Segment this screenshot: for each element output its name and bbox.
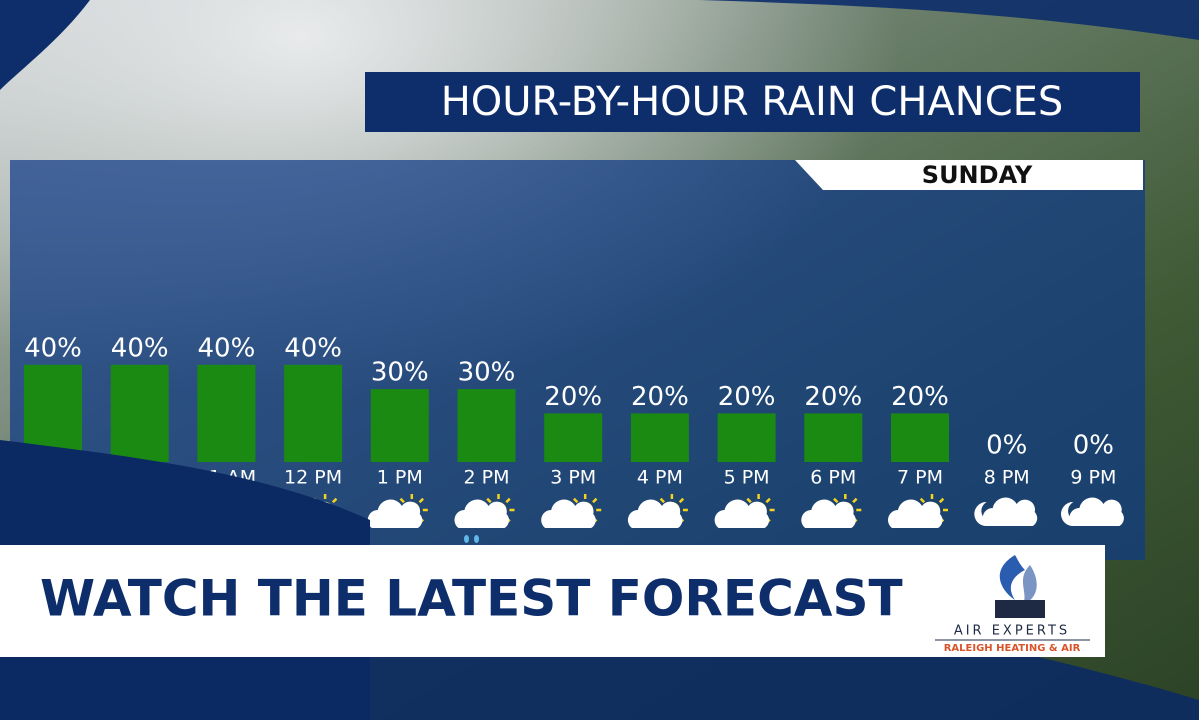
banner bbox=[0, 545, 1105, 657]
sun-ray bbox=[746, 497, 752, 504]
bar bbox=[457, 389, 516, 462]
x-tick-label: 4 PM bbox=[637, 467, 683, 489]
sun-ray bbox=[331, 497, 338, 504]
sun-ray bbox=[486, 497, 492, 504]
x-tick-label: 1 PM bbox=[377, 467, 423, 489]
sun-ray bbox=[659, 497, 666, 504]
x-tick-label: 12 PM bbox=[284, 467, 342, 489]
moon-icon bbox=[974, 501, 997, 526]
cloud-icon bbox=[541, 499, 596, 528]
sun-ray bbox=[938, 497, 945, 504]
sun-ray bbox=[852, 497, 858, 504]
cloud-icon bbox=[982, 497, 1038, 526]
title-box bbox=[365, 72, 1140, 132]
cloud-icon bbox=[367, 499, 423, 528]
sun-ray bbox=[919, 497, 926, 504]
x-tick-label: 7 PM bbox=[897, 467, 943, 489]
bar bbox=[630, 413, 689, 462]
logo-base bbox=[995, 600, 1045, 618]
banner-text: WATCH THE LATEST FORECAST bbox=[40, 570, 903, 628]
value-label: 20% bbox=[718, 382, 776, 412]
top-wave bbox=[700, 0, 1199, 40]
cloud-icon bbox=[888, 499, 943, 528]
bar bbox=[370, 389, 429, 462]
value-label: 20% bbox=[804, 382, 862, 412]
bar bbox=[804, 413, 863, 462]
day-box bbox=[795, 160, 1143, 190]
cloud-icon bbox=[801, 499, 856, 528]
x-tick-label: 3 PM bbox=[550, 467, 596, 489]
bar bbox=[717, 413, 776, 462]
bar bbox=[110, 364, 169, 462]
logo: AIR EXPERTS RALEIGH HEATING & AIR bbox=[935, 555, 1090, 654]
x-tick-label: 2 PM bbox=[464, 467, 510, 489]
value-label: 30% bbox=[371, 358, 429, 388]
sun-ray bbox=[573, 497, 579, 504]
value-label: 40% bbox=[24, 333, 82, 363]
cloud-icon bbox=[627, 499, 683, 528]
sun-ray bbox=[765, 497, 771, 504]
moon-icon bbox=[1061, 501, 1084, 526]
logo-name: AIR EXPERTS bbox=[954, 624, 1070, 639]
sun-ray bbox=[399, 497, 405, 504]
value-label: 20% bbox=[544, 382, 602, 412]
logo-flame bbox=[999, 555, 1025, 600]
x-tick-label: 9 PM bbox=[1070, 467, 1116, 489]
chart-title: HOUR-BY-HOUR RAIN CHANCES bbox=[441, 79, 1064, 125]
cloud-icon bbox=[1069, 497, 1124, 526]
sun-ray bbox=[592, 497, 598, 504]
cloud-icon bbox=[454, 499, 509, 528]
sun-ray bbox=[833, 497, 839, 504]
day-label: SUNDAY bbox=[922, 161, 1033, 189]
bar bbox=[891, 413, 949, 462]
sun-ray bbox=[678, 497, 685, 504]
value-label: 40% bbox=[198, 333, 256, 363]
value-label: 30% bbox=[458, 358, 516, 388]
bar bbox=[284, 364, 343, 462]
bar bbox=[197, 364, 256, 462]
x-tick-label: 8 PM bbox=[984, 467, 1030, 489]
sun-ray bbox=[505, 497, 511, 504]
value-label: 40% bbox=[111, 333, 169, 363]
cloud-icon bbox=[714, 499, 770, 528]
bar bbox=[544, 413, 603, 462]
x-tick-label: 5 PM bbox=[724, 467, 770, 489]
value-label: 20% bbox=[631, 382, 689, 412]
value-label: 40% bbox=[284, 333, 342, 363]
x-tick-label: 6 PM bbox=[810, 467, 856, 489]
rain-drop bbox=[474, 535, 479, 543]
corner-wave bbox=[0, 0, 90, 90]
rain-drop bbox=[464, 535, 469, 543]
value-label: 0% bbox=[1073, 431, 1114, 461]
value-label: 20% bbox=[891, 382, 949, 412]
value-label: 0% bbox=[986, 431, 1027, 461]
logo-tagline: RALEIGH HEATING & AIR bbox=[944, 643, 1081, 654]
sun-ray bbox=[418, 497, 424, 504]
logo-flame bbox=[1022, 565, 1037, 605]
